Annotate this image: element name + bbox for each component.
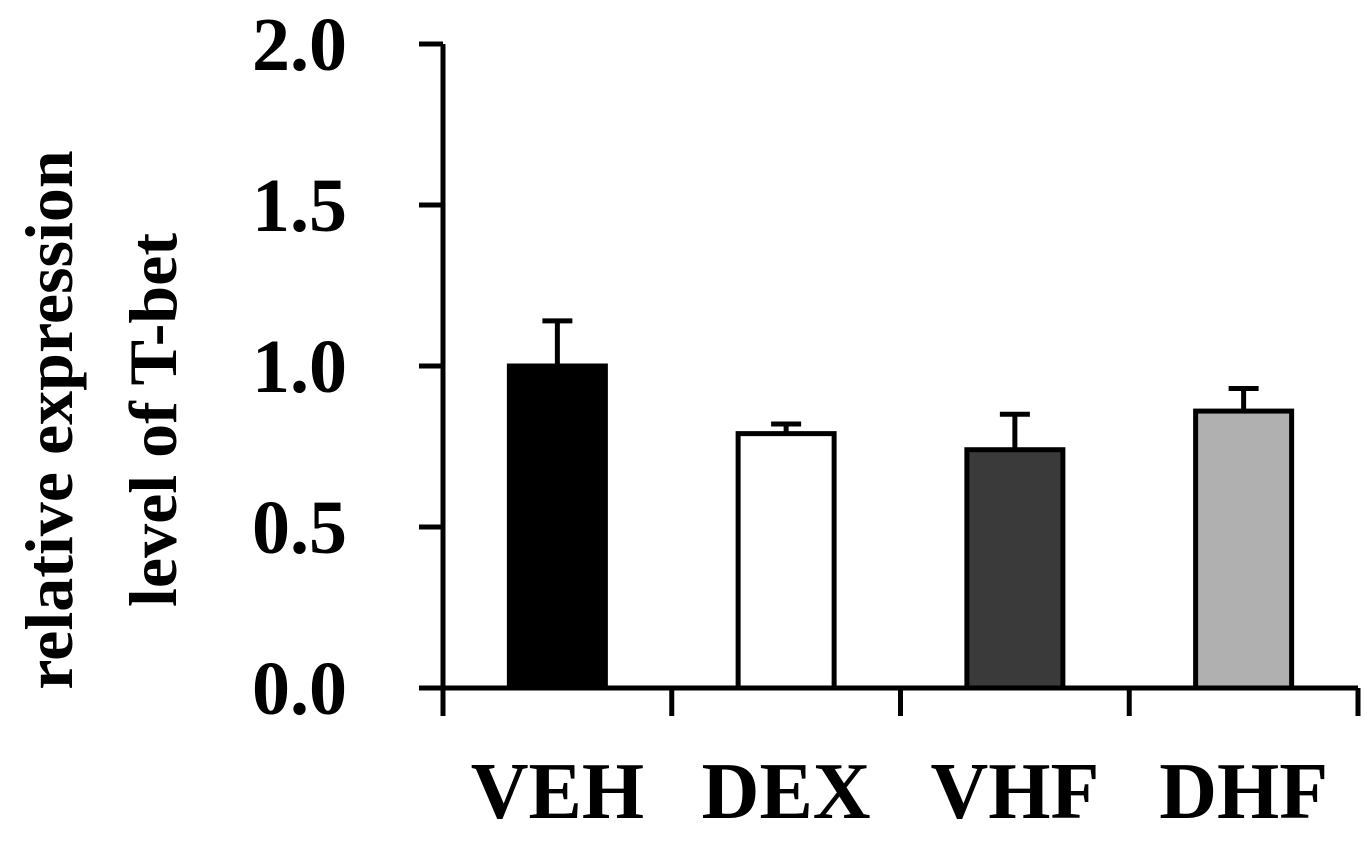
bar-veh xyxy=(506,363,608,691)
y-tick-label: 1.5 xyxy=(252,164,347,248)
y-axis-ticks: 0.0 0.5 1.0 1.5 2.0 xyxy=(252,3,443,731)
x-axis-ticks: VEH DEX VHF DHF xyxy=(440,688,1361,836)
bar-dhf xyxy=(1193,408,1295,691)
x-tick-label-dhf: DHF xyxy=(1159,748,1328,836)
y-tick-label: 0.5 xyxy=(252,486,347,570)
x-tick-label-vhf: VHF xyxy=(930,748,1099,836)
y-axis-title: relative expression level of T-bet xyxy=(11,150,191,690)
bars xyxy=(506,318,1295,691)
bar-dex xyxy=(735,431,837,691)
y-tick-label: 0.0 xyxy=(252,647,347,731)
y-axis-title-line-1: relative expression xyxy=(11,150,87,690)
x-tick-label-veh: VEH xyxy=(471,748,644,836)
x-tick-label-dex: DEX xyxy=(702,748,871,836)
y-tick-label: 2.0 xyxy=(252,3,347,87)
bar-vhf xyxy=(964,447,1066,691)
axes xyxy=(419,44,1358,691)
y-tick-label: 1.0 xyxy=(252,325,347,409)
y-axis-title-line-2: level of T-bet xyxy=(115,233,191,607)
